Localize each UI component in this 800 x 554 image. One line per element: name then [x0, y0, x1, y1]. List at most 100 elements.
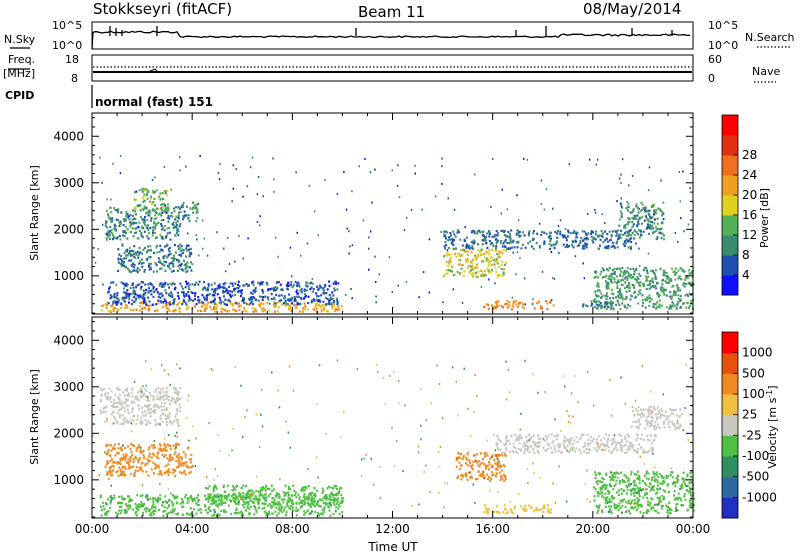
power-cell: [610, 278, 613, 281]
power-cell: [641, 304, 644, 307]
power-cell: [445, 230, 448, 233]
velocity-cell: [144, 404, 146, 407]
power-cell: [543, 208, 546, 211]
power-cell: [462, 249, 465, 252]
velocity-cell: [171, 457, 174, 460]
power-cell: [471, 265, 474, 268]
power-cell: [172, 265, 175, 268]
power-cell: [159, 192, 162, 195]
velocity-cell: [178, 453, 181, 456]
power-cell: [610, 275, 613, 278]
power-cell: [498, 304, 501, 307]
velocity-cell: [492, 433, 495, 436]
power-cell: [127, 252, 130, 255]
velocity-cell: [149, 512, 152, 515]
velocity-cell: [121, 467, 124, 470]
power-cell: [142, 294, 145, 298]
power-cell: [161, 228, 163, 231]
velocity-cell: [106, 397, 108, 400]
velocity-cell: [150, 468, 153, 471]
power-cell: [619, 273, 622, 276]
velocity-cell: [257, 500, 260, 503]
velocity-cell: [614, 446, 617, 449]
velocity-cell: [152, 512, 155, 516]
power-cell: [196, 217, 199, 220]
power-cell: [259, 305, 262, 308]
power-cell: [107, 212, 109, 215]
power-cell: [634, 278, 637, 281]
power-cell: [104, 222, 107, 225]
power-cell: [448, 258, 451, 261]
power-cell: [161, 202, 164, 205]
power-cell: [122, 219, 125, 222]
velocity-cell: [499, 478, 502, 481]
power-cell: [185, 308, 188, 311]
power-cell: [447, 253, 450, 256]
power-cell: [605, 292, 608, 295]
power-cell: [173, 207, 175, 210]
velocity-cell: [197, 508, 200, 511]
power-cell: [119, 258, 122, 261]
velocity-cell: [652, 471, 655, 474]
velocity-cell: [543, 439, 546, 442]
velocity-cell: [626, 485, 629, 488]
power-cell: [336, 303, 339, 306]
power-cell: [614, 230, 617, 233]
power-cell: [604, 222, 606, 225]
power-cell: [648, 283, 651, 286]
velocity-cell: [295, 496, 298, 499]
power-cell: [321, 304, 324, 307]
power-cell: [132, 308, 135, 311]
velocity-cell: [208, 485, 211, 488]
power-cell: [346, 227, 349, 230]
power-cell: [627, 233, 630, 237]
velocity-cell: [496, 468, 499, 471]
power-cell: [558, 251, 560, 254]
power-cell: [469, 246, 472, 249]
velocity-cell: [532, 440, 535, 443]
velocity-cell: [149, 392, 151, 395]
power-cell: [609, 238, 612, 241]
power-cell: [486, 267, 489, 270]
power-cell: [471, 245, 474, 248]
power-cell: [163, 166, 166, 168]
power-cell: [183, 263, 186, 266]
power-cell: [682, 283, 685, 286]
power-cell: [235, 167, 237, 170]
power-cell: [612, 296, 615, 300]
power-cell: [632, 225, 635, 227]
velocity-cell: [145, 470, 148, 473]
power-cell: [283, 295, 286, 298]
power-cell: [620, 173, 622, 176]
power-cell: [251, 156, 254, 159]
velocity-cell: [475, 453, 478, 456]
power-cell: [643, 284, 645, 288]
power-cell: [336, 288, 339, 291]
power-cell: [586, 238, 588, 241]
power-cell: [251, 306, 254, 309]
power-cell: [506, 300, 509, 303]
power-cell: [147, 224, 150, 227]
velocity-cell: [124, 458, 127, 461]
power-cell: [653, 210, 656, 213]
power-cell: [598, 234, 601, 237]
power-cell: [328, 280, 331, 283]
velocity-cell: [257, 497, 260, 500]
power-cell: [636, 220, 639, 224]
velocity-cell: [263, 510, 266, 513]
velocity-cell: [288, 506, 291, 509]
power-cell: [136, 250, 139, 253]
power-cell: [239, 291, 242, 294]
velocity-cell: [623, 444, 626, 447]
velocity-cell: [213, 511, 216, 514]
velocity-cell: [471, 468, 474, 471]
power-cell: [106, 198, 108, 201]
velocity-cell: [458, 461, 461, 464]
power-cell: [270, 287, 273, 290]
power-cell: [164, 281, 167, 285]
velocity-cell: [504, 475, 507, 478]
power-cell: [160, 214, 163, 217]
power-cell: [553, 278, 556, 280]
power-cell: [245, 310, 248, 313]
power-cell: [157, 302, 160, 305]
